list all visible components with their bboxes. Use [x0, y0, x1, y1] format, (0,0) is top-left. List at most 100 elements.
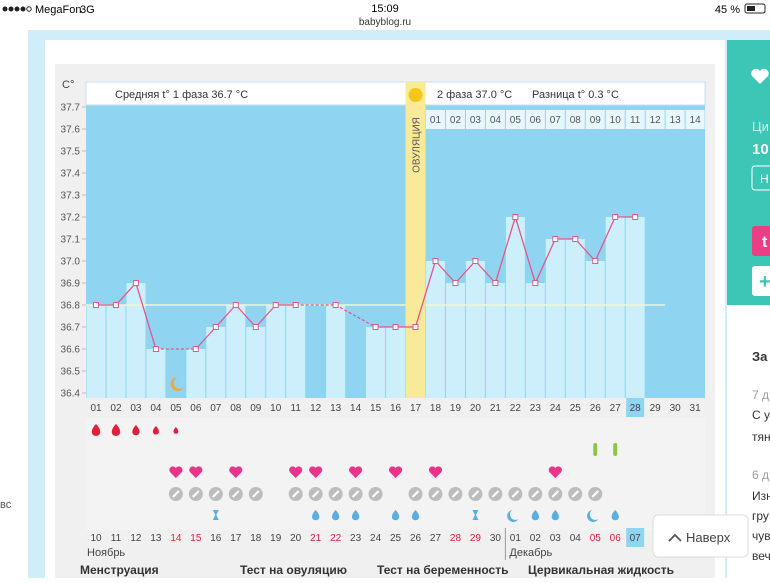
- test-icon-stroke: [531, 490, 540, 498]
- line-segment: [235, 304, 257, 328]
- x-tick-label: 27: [610, 403, 622, 414]
- moon-icon: [170, 376, 184, 391]
- difference-label: Разница t° 0.3 °C: [532, 89, 619, 101]
- fluid-moon-icon: [587, 510, 599, 522]
- date-label: 26: [410, 533, 422, 544]
- bar: [565, 239, 585, 398]
- line-segment: [594, 216, 616, 262]
- phase2-cell: [505, 110, 525, 129]
- header-box: [85, 81, 706, 106]
- phase2-day: 03: [470, 115, 482, 126]
- point: [612, 214, 619, 220]
- battery: 45 %: [715, 4, 740, 16]
- scroll-top-label: Наверх: [686, 530, 731, 545]
- x-tick-label: 03: [130, 403, 142, 414]
- signal: [2, 6, 32, 12]
- ovulation-label: ОВУЛЯЦИЯ: [412, 117, 423, 173]
- sidebar: [727, 40, 770, 305]
- test-icon-stroke: [411, 490, 420, 498]
- test-icon-stroke: [331, 490, 340, 498]
- y-tick-label: 37.1: [61, 235, 81, 246]
- bar: [286, 305, 306, 398]
- bar: [545, 239, 565, 398]
- fluid-drop-icon: [332, 510, 340, 521]
- sidebar-text: +: [759, 271, 770, 293]
- phase2-cell: [545, 110, 565, 129]
- date-label: 01: [510, 533, 522, 544]
- x-tick-label: 23: [530, 403, 542, 414]
- date-label: 28: [450, 533, 462, 544]
- phase2-day: 14: [690, 115, 702, 126]
- phase2-cell: [625, 110, 645, 129]
- bar: [386, 327, 406, 398]
- sidebar-text: 7 д: [752, 388, 769, 402]
- line-segment: [534, 238, 556, 284]
- test-icon-stroke: [232, 490, 240, 498]
- test-icon-stroke: [551, 490, 560, 498]
- sidebar-button[interactable]: [752, 266, 770, 296]
- bar: [206, 327, 226, 398]
- x-tick-label: 17: [410, 403, 422, 414]
- heart-icon: [229, 466, 243, 478]
- line-segment: [474, 260, 496, 284]
- y-tick-label: 36.8: [61, 301, 81, 312]
- legend-label: Менструация: [80, 563, 159, 577]
- date-label: 17: [230, 533, 242, 544]
- x-tick-label: 09: [250, 403, 262, 414]
- heart-icon: [169, 466, 183, 478]
- time: 15:09: [371, 3, 399, 15]
- bar: [226, 305, 246, 398]
- x-tick-label: 25: [570, 403, 582, 414]
- point: [512, 214, 519, 220]
- line-segment: [414, 260, 437, 328]
- ovulation-column: [405, 82, 426, 398]
- left-text: вс: [0, 499, 12, 511]
- sidebar-text: За: [752, 349, 768, 364]
- point: [472, 258, 479, 264]
- fluid-drop-icon: [351, 510, 360, 521]
- scroll-top-button[interactable]: [652, 514, 749, 558]
- point: [112, 302, 119, 308]
- date-label: 15: [190, 533, 202, 544]
- date-label: 10: [90, 533, 102, 544]
- x-tick-label: 06: [190, 403, 202, 414]
- heart-icon: [189, 466, 203, 478]
- x-tick-label: 13: [330, 403, 342, 414]
- sidebar-list: За 7 д С у тян 6 д Изн гру чув веч: [752, 349, 770, 563]
- line-segment: [514, 216, 536, 284]
- point: [412, 324, 419, 330]
- test-icon-stroke: [571, 490, 579, 498]
- fluid-drop-icon: [391, 510, 400, 521]
- chevron-up: [668, 533, 682, 542]
- line-segment: [215, 304, 237, 328]
- y-tick-label: 36.9: [61, 279, 81, 290]
- sidebar-button[interactable]: [751, 165, 770, 191]
- point: [632, 214, 639, 220]
- line-segment: [255, 304, 277, 328]
- menstruation-icon: [173, 427, 179, 434]
- bar: [366, 327, 386, 398]
- day-highlight: [626, 398, 645, 417]
- x-tick-label: 19: [450, 403, 462, 414]
- y-tick-label: 36.6: [61, 345, 81, 356]
- phase2-cell: [685, 110, 705, 129]
- line-segment: [494, 216, 516, 284]
- bar: [246, 327, 266, 398]
- line-segment: [195, 326, 217, 350]
- y-tick-label: 37.0: [61, 257, 81, 268]
- phase2-cell: [605, 110, 625, 129]
- point: [232, 302, 239, 308]
- month-label: Декабрь: [509, 547, 552, 559]
- bar: [186, 349, 206, 398]
- test-icon-stroke: [351, 490, 360, 498]
- sidebar-text: Изн: [752, 489, 770, 503]
- phase2-cell: [665, 110, 685, 129]
- carrier: MegaFon: [35, 4, 81, 16]
- date-label: 04: [570, 533, 582, 544]
- x-tick-label: 14: [350, 403, 362, 414]
- sidebar-button[interactable]: [752, 226, 770, 256]
- date-label: 11: [111, 533, 122, 544]
- test-icon-stroke: [451, 490, 460, 498]
- phase2-day: 04: [490, 115, 502, 126]
